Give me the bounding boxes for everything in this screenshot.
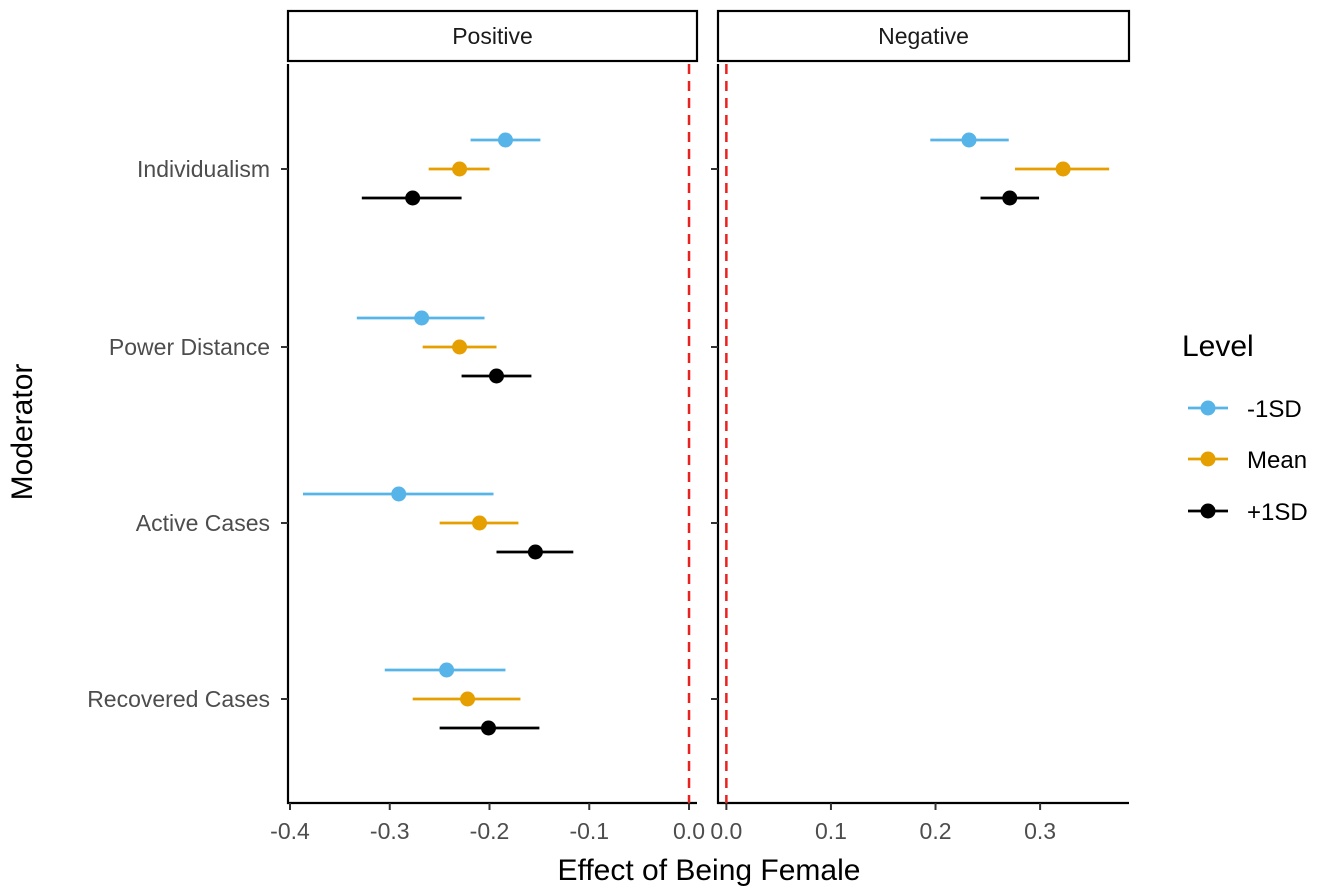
- facet-layer: Positive -0.4 -0.3 -0.2 -0.1 0.0 Negative 0.0 0.…: [270, 9, 1131, 844]
- y-tick-label-power-distance: Power Distance: [109, 334, 270, 360]
- point-mean-power-distance: [452, 339, 468, 355]
- point-1sd-power-distance: [488, 368, 504, 384]
- point-1sd-individualism: [961, 132, 977, 148]
- facet-strip-box: [286, 9, 699, 63]
- legend-label-1sd: -1SD: [1247, 396, 1302, 423]
- point-1sd-individualism: [1002, 190, 1018, 206]
- x-tick-label: 0.2: [920, 818, 952, 844]
- x-tick-label: 0.3: [1024, 818, 1056, 844]
- legend-entries: -1SD Mean +1SD: [1188, 396, 1308, 526]
- point-1sd-recovered-cases: [481, 720, 497, 736]
- x-tick-label: -0.4: [270, 818, 310, 844]
- legend-label-1sd: +1SD: [1247, 499, 1308, 526]
- point-mean-individualism: [452, 161, 468, 177]
- point-mean-active-cases: [472, 515, 488, 531]
- x-tick-label: 0.0: [673, 818, 705, 844]
- facet-strip-box: [716, 9, 1131, 63]
- x-tick-label: -0.1: [569, 818, 609, 844]
- y-tick-label-individualism: Individualism: [137, 156, 270, 182]
- facet-strip-label: Positive: [452, 23, 533, 49]
- legend-key-point-1sd: [1200, 503, 1216, 519]
- point-1sd-individualism: [497, 132, 513, 148]
- legend-key-point-1sd: [1200, 400, 1216, 416]
- point-mean-individualism: [1055, 161, 1071, 177]
- facet-negative: Negative 0.0 0.1 0.2 0.3: [710, 9, 1131, 844]
- point-1sd-active-cases: [527, 544, 543, 560]
- legend-label-mean: Mean: [1247, 447, 1307, 474]
- legend-title: Level: [1182, 330, 1254, 363]
- facet-positive: Positive -0.4 -0.3 -0.2 -0.1 0.0: [270, 9, 705, 844]
- point-1sd-active-cases: [391, 486, 407, 502]
- legend: Level -1SD Mean +1SD: [1182, 330, 1308, 526]
- point-1sd-individualism: [405, 190, 421, 206]
- point-mean-recovered-cases: [460, 691, 476, 707]
- x-tick-label: 0.0: [710, 818, 742, 844]
- point-1sd-recovered-cases: [439, 662, 455, 678]
- y-tick-label-recovered-cases: Recovered Cases: [87, 686, 270, 712]
- y-category-labels: Individualism Power Distance Active Cases R…: [87, 156, 270, 712]
- facet-strip-label: Negative: [878, 23, 969, 49]
- x-axis-title: Effect of Being Female: [558, 854, 861, 887]
- legend-key-point-mean: [1200, 451, 1216, 467]
- y-tick-label-active-cases: Active Cases: [136, 510, 270, 536]
- y-axis-title: Moderator: [6, 364, 39, 501]
- x-tick-label: -0.2: [470, 818, 510, 844]
- x-tick-label: -0.3: [370, 818, 410, 844]
- x-tick-label: 0.1: [815, 818, 847, 844]
- point-1sd-power-distance: [414, 310, 430, 326]
